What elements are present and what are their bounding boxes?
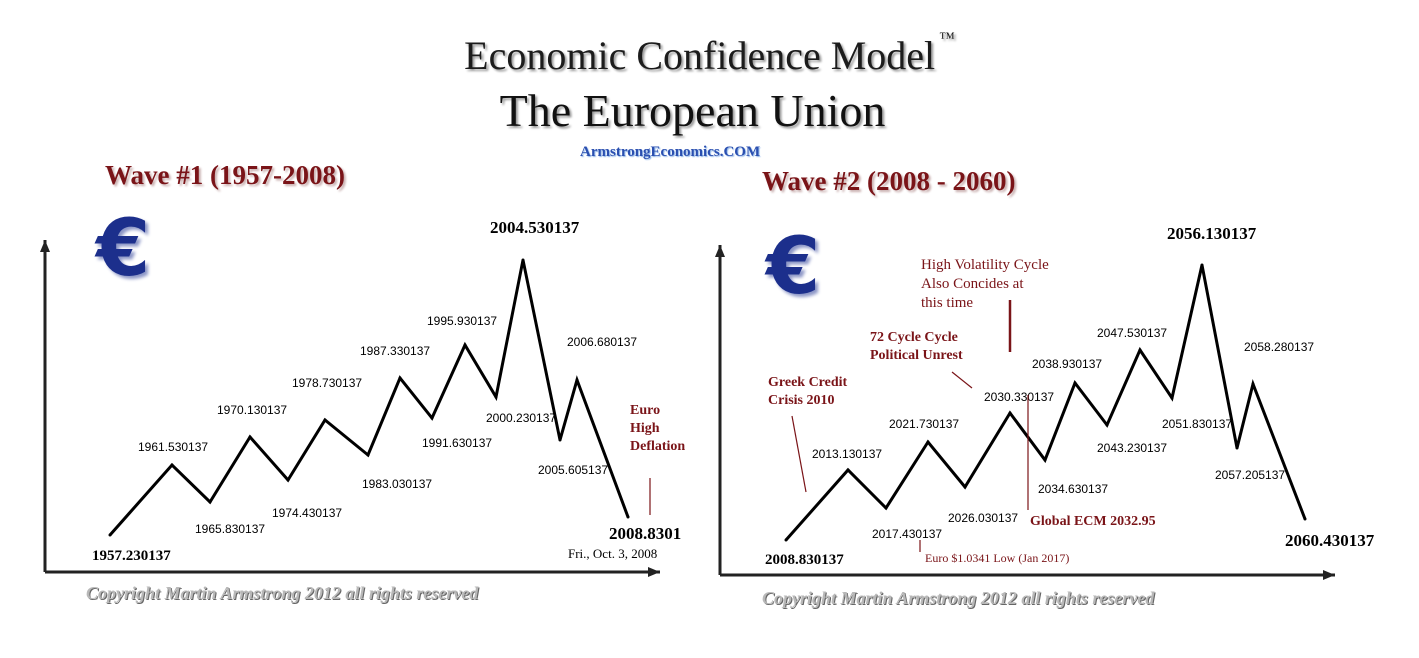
wave1-turning-point [208, 500, 212, 504]
wave1-point-label: 1974.430137 [272, 506, 342, 520]
cycle72-label: 72 Cycle Cycle [870, 330, 958, 345]
global-ecm-label: Global ECM 2032.95 [1030, 514, 1156, 529]
wave2-turning-point [1170, 396, 1174, 400]
wave2-point-label: 2043.230137 [1097, 441, 1167, 455]
wave1-chart: 1957.230137 1961.530137 1965.830137 1970.13… [40, 218, 685, 577]
wave1-turning-point [575, 378, 579, 382]
title-line1: Economic Confidence Model [464, 33, 936, 78]
wave2-point-label: 2058.280137 [1244, 340, 1314, 354]
end-date-label: Fri., Oct. 3, 2008 [568, 546, 657, 561]
wave1-point-label: 1983.030137 [362, 477, 432, 491]
cycle72-pointer [951, 371, 973, 389]
wave2-turning-point [884, 506, 888, 510]
wave2-point-label: 2051.830137 [1162, 417, 1232, 431]
wave2-point-label: 2034.630137 [1038, 482, 1108, 496]
wave2-point-label: 2017.430137 [872, 527, 942, 541]
wave2-turning-point [926, 440, 930, 444]
wave1-turning-point [494, 395, 498, 399]
wave1-series-line [108, 259, 630, 536]
wave1-point-label: 2006.680137 [567, 335, 637, 349]
wave1-turning-point [463, 343, 467, 347]
trademark-symbol: ™ [939, 30, 955, 47]
wave2-chart: 2008.830137 2013.130137 2017.430137 2021.73… [715, 224, 1375, 580]
wave1-point-label: 1987.330137 [360, 344, 430, 358]
wave1-y-arrow [40, 240, 50, 252]
wave2-turning-point [1235, 446, 1239, 450]
wave1-x-arrow [648, 567, 660, 577]
wave2-turning-point [1303, 517, 1307, 521]
wave2-point-label: 2038.930137 [1032, 357, 1102, 371]
wave1-point-label: 1995.930137 [427, 314, 497, 328]
wave1-turning-point [398, 376, 402, 380]
euro-icon: € [766, 222, 821, 312]
wave2-point-label: 2021.730137 [889, 417, 959, 431]
wave2-point-label: 2008.830137 [765, 552, 844, 568]
main-title: Economic Confidence Model ™ [0, 30, 1419, 79]
greek-crisis-label: Crisis 2010 [768, 393, 835, 408]
wave1-point-label: 2005.605137 [538, 463, 608, 477]
wave1-point-label: 2000.230137 [486, 411, 556, 425]
wave2-copyright: Copyright Martin Armstrong 2012 all righ… [762, 588, 1155, 608]
wave1-copyright: Copyright Martin Armstrong 2012 all righ… [86, 583, 479, 603]
wave1-turning-point [366, 453, 370, 457]
wave1-turning-point [430, 416, 434, 420]
wave1-turning-point [108, 533, 112, 537]
wave2-turning-point [1251, 382, 1255, 386]
greek-crisis-pointer [791, 415, 807, 493]
wave1-point-label: 2008.8301 [609, 524, 681, 543]
wave1-turning-point [248, 435, 252, 439]
greek-crisis-label: Greek Credit [768, 375, 848, 390]
subtitle: The European Union [499, 85, 886, 136]
wave2-title: Wave #2 (2008 - 2060) [762, 166, 1016, 196]
wave1-point-label: 1965.830137 [195, 522, 265, 536]
wave1-point-label: 1970.130137 [217, 403, 287, 417]
wave2-turning-point [1043, 458, 1047, 462]
wave2-point-label: 2030.330137 [984, 390, 1054, 404]
website-link[interactable]: ArmstrongEconomics.COM [580, 144, 761, 160]
wave1-turning-point [170, 463, 174, 467]
wave1-point-label: 2004.530137 [490, 218, 580, 237]
wave1-turning-point [626, 515, 630, 519]
wave2-point-label: 2056.130137 [1167, 224, 1257, 243]
wave2-turning-point [1008, 411, 1012, 415]
wave2-x-arrow [1323, 570, 1335, 580]
wave2-y-arrow [715, 245, 725, 257]
wave1-turning-point [521, 258, 525, 262]
wave1-turning-point [558, 438, 562, 442]
cycle72-label: Political Unrest [870, 348, 963, 363]
wave1-point-label: 1978.730137 [292, 376, 362, 390]
wave1-point-label: 1957.230137 [92, 548, 171, 564]
wave2-turning-point [846, 468, 850, 472]
wave1-title: Wave #1 (1957-2008) [105, 160, 345, 190]
wave1-point-label: 1961.530137 [138, 440, 208, 454]
wave2-turning-point [963, 485, 967, 489]
euro-low-label: Euro $1.0341 Low (Jan 2017) [925, 551, 1069, 565]
wave2-turning-point [1105, 423, 1109, 427]
volatility-label: High Volatility Cycle [921, 257, 1049, 273]
wave1-point-label: 1991.630137 [422, 436, 492, 450]
wave1-axes [40, 240, 660, 577]
euro-deflation-label: Deflation [630, 439, 685, 454]
wave2-point-label: 2057.205137 [1215, 468, 1285, 482]
wave2-turning-point [1200, 263, 1204, 267]
volatility-label: Also Concides at [921, 276, 1024, 292]
wave1-turning-point [286, 478, 290, 482]
wave2-turning-point [1138, 348, 1142, 352]
wave2-turning-point [784, 538, 788, 542]
wave2-axes [715, 245, 1335, 580]
euro-icon: € [96, 204, 151, 294]
wave2-point-label: 2026.030137 [948, 511, 1018, 525]
euro-deflation-label: High [630, 421, 660, 436]
wave1-turning-point [323, 418, 327, 422]
volatility-label: this time [921, 295, 973, 311]
wave2-point-label: 2047.530137 [1097, 326, 1167, 340]
wave2-point-label: 2060.430137 [1285, 531, 1375, 550]
euro-deflation-label: Euro [630, 403, 660, 418]
wave2-turning-point [1073, 381, 1077, 385]
wave2-point-label: 2013.130137 [812, 447, 882, 461]
